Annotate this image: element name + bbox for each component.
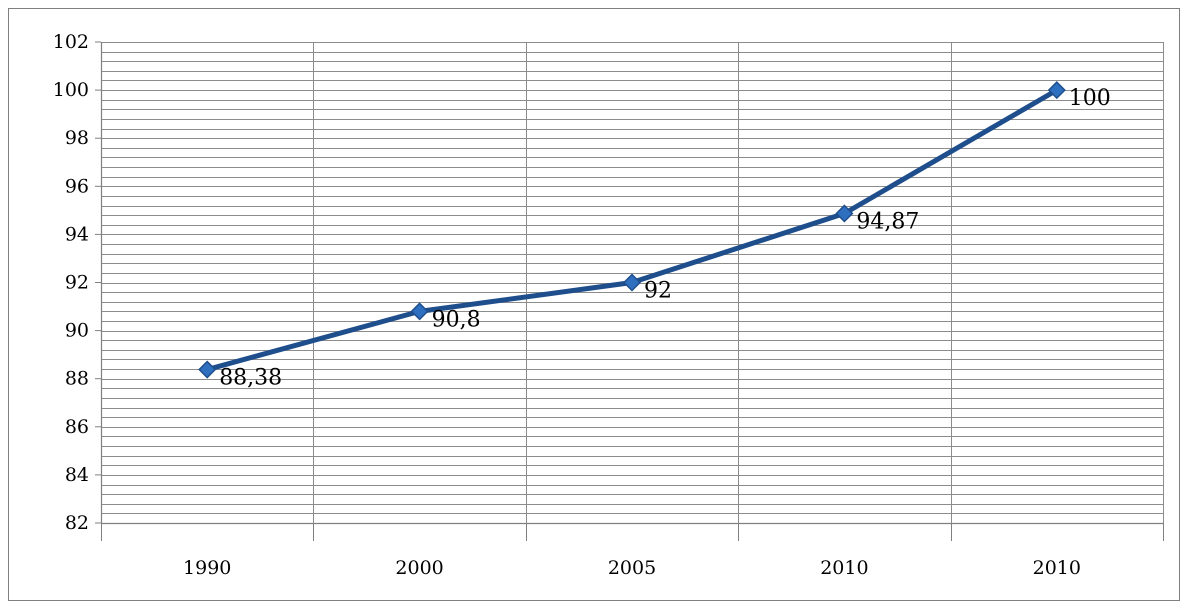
y-tick-label: 90	[65, 320, 89, 342]
data-point-marker	[410, 302, 429, 321]
data-label: 88,38	[219, 366, 282, 391]
data-point-marker	[198, 360, 217, 379]
data-label: 92	[644, 279, 672, 304]
x-tick-label: 2000	[395, 557, 443, 579]
series-line	[204, 87, 1060, 373]
y-tick-label: 100	[53, 79, 89, 101]
x-axis-ticks: 1990 2000 2005 2010 2010	[101, 523, 1164, 579]
y-tick-label: 98	[65, 127, 89, 149]
data-label: 94,87	[856, 209, 919, 234]
y-axis-ticks: 82 84 86 88 90 92 94 96 98 100 102	[53, 31, 101, 534]
y-tick-label: 92	[65, 272, 89, 294]
y-tick-label: 82	[65, 512, 89, 534]
x-tick-label: 2010	[820, 557, 868, 579]
y-tick-label: 96	[65, 175, 89, 197]
data-point-marker	[622, 273, 642, 292]
x-tick-label: 2005	[608, 557, 656, 579]
data-point-marker	[835, 204, 854, 223]
y-tick-label: 94	[65, 223, 89, 245]
data-label: 90,8	[432, 307, 481, 332]
x-tick-label: 1990	[183, 557, 231, 579]
data-point-marker	[1047, 81, 1066, 100]
data-labels: 88,38 90,8 92 94,87 100	[219, 86, 1111, 390]
series	[198, 81, 1066, 379]
x-tick-label: 2010	[1033, 557, 1081, 579]
y-tick-label: 86	[65, 416, 89, 438]
chart-frame	[8, 8, 1180, 601]
y-tick-label: 88	[65, 368, 89, 390]
y-tick-label: 84	[65, 464, 89, 486]
data-label: 100	[1069, 86, 1111, 111]
axes	[100, 42, 1163, 525]
y-tick-label: 102	[53, 31, 89, 53]
